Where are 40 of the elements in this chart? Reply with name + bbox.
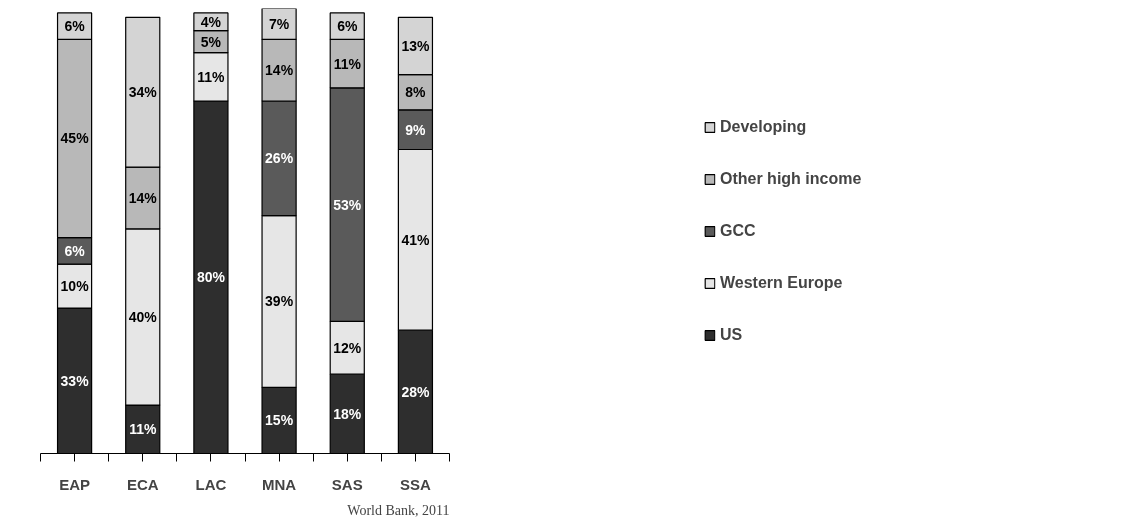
- legend-label: US: [720, 325, 744, 344]
- data-label: 12%: [333, 339, 362, 356]
- legend-label: Other high income: [720, 169, 863, 188]
- data-label: 8%: [405, 84, 427, 101]
- text: World Bank, 2011: [347, 502, 450, 518]
- data-label: 39%: [265, 293, 294, 310]
- data-label: 26%: [265, 150, 294, 167]
- data-label: 40%: [128, 308, 158, 325]
- x-tick-label: ECA: [126, 475, 159, 493]
- data-label: 33%: [60, 372, 90, 389]
- data-label: 14%: [265, 62, 294, 79]
- data-label: 9%: [405, 121, 427, 138]
- x-tick-label: SSA: [400, 475, 432, 493]
- x-tick-label: EAP: [59, 475, 91, 493]
- legend-label: Western Europe: [720, 273, 844, 292]
- data-label: 41%: [401, 231, 430, 248]
- data-label: 45%: [60, 130, 90, 147]
- data-label: 14%: [128, 189, 158, 206]
- data-label: 7%: [268, 15, 290, 32]
- legend-label: Developing: [720, 117, 808, 136]
- data-label: 15%: [265, 412, 294, 429]
- data-label: 53%: [333, 196, 362, 213]
- data-label: 10%: [60, 278, 90, 295]
- x-tick-label: SAS: [331, 475, 363, 493]
- data-label: 18%: [333, 405, 362, 422]
- data-label: 11%: [333, 55, 362, 72]
- data-label: 6%: [64, 18, 86, 35]
- data-label: 11%: [197, 68, 226, 85]
- data-label: 11%: [129, 421, 157, 438]
- data-label: 34%: [128, 84, 158, 101]
- data-label: 13%: [401, 37, 430, 54]
- data-label: 80%: [196, 269, 226, 286]
- data-label: 6%: [64, 242, 86, 259]
- x-tick-label: LAC: [195, 475, 227, 493]
- data-label: 4%: [200, 13, 222, 30]
- x-tick-label: MNA: [262, 475, 297, 493]
- data-label: 5%: [200, 33, 222, 50]
- data-label: 6%: [337, 18, 358, 35]
- data-label: 28%: [401, 383, 430, 400]
- legend-label: GCC: [720, 221, 757, 240]
